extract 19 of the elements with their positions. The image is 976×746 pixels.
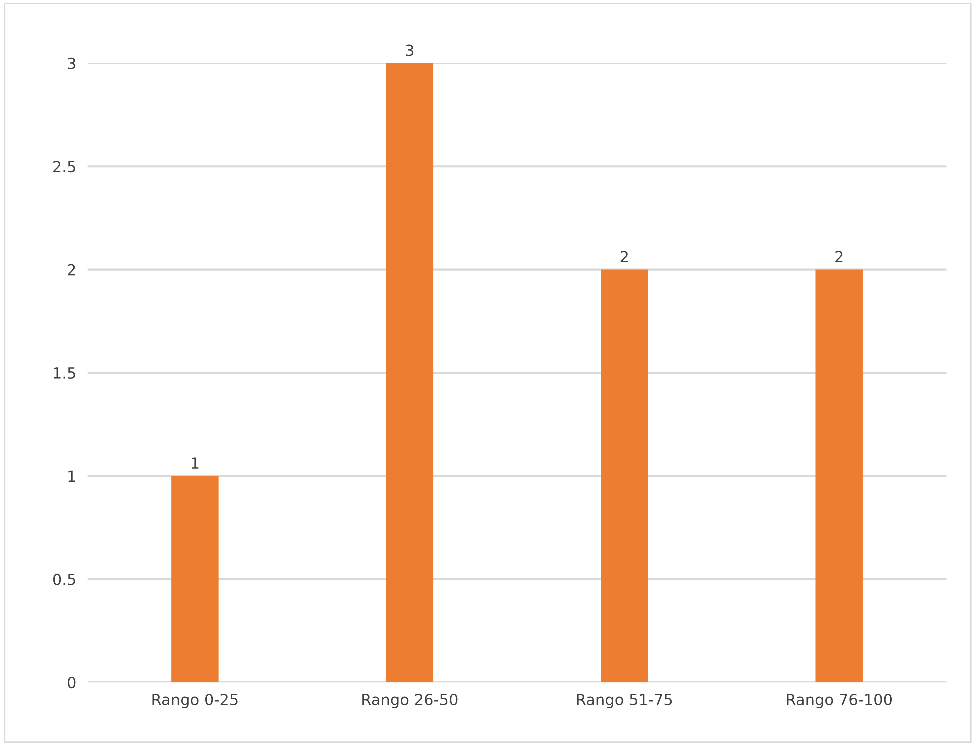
- y-tick-label: 3: [68, 58, 76, 70]
- bar: [816, 270, 863, 683]
- bar: [172, 476, 219, 683]
- y-tick-label: 1: [68, 470, 76, 482]
- bar: [386, 63, 434, 683]
- x-tick-label: Rango 76-100: [787, 694, 892, 708]
- y-tick-label: 1.5: [54, 368, 76, 380]
- y-tick-label: 2: [68, 264, 76, 276]
- data-label: 3: [406, 44, 414, 56]
- y-tick-label: 0.5: [53, 574, 76, 586]
- y-tick-label: 0: [68, 677, 76, 689]
- data-label: 1: [192, 458, 199, 469]
- x-tick-label: Rango 51-75: [577, 694, 672, 708]
- bar: [601, 270, 648, 683]
- data-label: 2: [836, 251, 843, 262]
- data-label: 2: [620, 251, 628, 262]
- x-tick-label: Rango 26-50: [362, 694, 458, 708]
- x-tick-label: Rango 0-25: [152, 694, 238, 708]
- y-tick-label: 2.5: [54, 161, 76, 173]
